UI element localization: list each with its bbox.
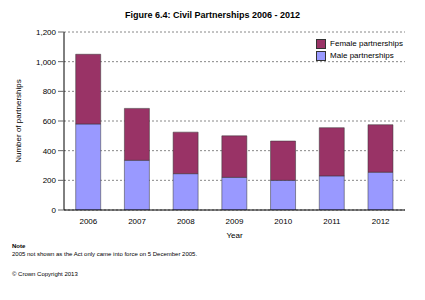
svg-text:2006: 2006: [79, 217, 97, 226]
html-text:Figure 6.4: Civil Partnerships: Figure 6.4: Civil Partnerships 2006 - 20…: [125, 10, 300, 20]
svg-text:2008: 2008: [177, 217, 195, 226]
svg-text:1,000: 1,000: [36, 58, 57, 67]
svg-text:Number of partnerships: Number of partnerships: [14, 79, 23, 163]
svg-text:400: 400: [43, 147, 57, 156]
svg-text:200: 200: [43, 176, 57, 185]
svg-text:2007: 2007: [128, 217, 146, 226]
html-text:© Crown Copyright 2013: © Crown Copyright 2013: [12, 271, 78, 277]
svg-text:Year: Year: [226, 231, 243, 240]
html-text:Note: Note: [12, 243, 26, 249]
svg-text:2010: 2010: [274, 217, 292, 226]
svg-text:0: 0: [52, 206, 57, 215]
svg-text:800: 800: [43, 87, 57, 96]
html-text:2005 not shown as the Act only: 2005 not shown as the Act only came into…: [12, 251, 198, 257]
svg-text:2012: 2012: [372, 217, 390, 226]
svg-text:2011: 2011: [323, 217, 341, 226]
svg-text:1,200: 1,200: [36, 28, 57, 37]
svg-text:2009: 2009: [226, 217, 244, 226]
html-text:Male partnerships: Male partnerships: [330, 51, 394, 60]
svg-text:600: 600: [43, 117, 57, 126]
html-text:Female partnerships: Female partnerships: [330, 39, 403, 48]
